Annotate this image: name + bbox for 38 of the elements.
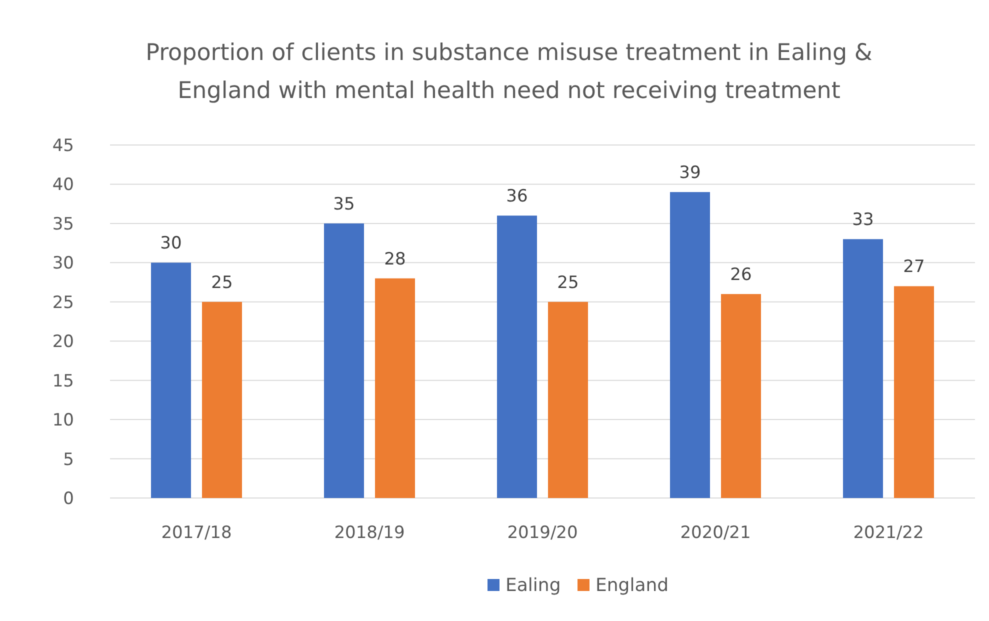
data-label: 33 (852, 210, 874, 230)
data-label: 39 (679, 163, 701, 184)
chart-title: Proportion of clients in substance misuse treatment in Ealing & England with mental health need not receiving treatment (146, 40, 872, 104)
bar (721, 294, 761, 498)
bar (151, 262, 191, 498)
data-label: 26 (730, 265, 752, 286)
data-label: 30 (160, 234, 182, 254)
bar (375, 278, 415, 498)
y-tick-label: 30 (52, 254, 74, 274)
y-tick-label: 40 (52, 175, 74, 196)
data-label: 35 (333, 194, 355, 214)
legend-label: Ealing (506, 575, 561, 596)
y-tick-label: 0 (63, 489, 74, 509)
bar (324, 223, 364, 498)
y-tick-label: 45 (52, 136, 74, 156)
data-label: 25 (557, 272, 579, 293)
data-label: 28 (384, 249, 406, 270)
y-tick-label: 25 (52, 292, 74, 313)
bar (202, 302, 242, 498)
data-label: 25 (211, 272, 233, 293)
x-tick-label: 2021/22 (853, 523, 924, 543)
y-tick-label: 10 (52, 410, 74, 431)
legend-label: England (596, 575, 669, 596)
x-tick-label: 2017/18 (161, 523, 232, 543)
y-tick-label: 15 (52, 371, 74, 392)
y-tick-label: 5 (63, 450, 74, 470)
x-tick-label: 2020/21 (680, 523, 751, 543)
x-tick-label: 2019/20 (507, 523, 578, 543)
data-label: 36 (506, 186, 528, 207)
y-tick-label: 35 (52, 214, 74, 234)
y-tick-label: 20 (52, 332, 74, 352)
bar (548, 302, 588, 498)
bar (894, 286, 934, 498)
x-tick-label: 2018/19 (334, 523, 405, 543)
bar (497, 216, 537, 498)
bar (843, 239, 883, 498)
data-label: 27 (903, 257, 925, 278)
bar (670, 192, 710, 498)
